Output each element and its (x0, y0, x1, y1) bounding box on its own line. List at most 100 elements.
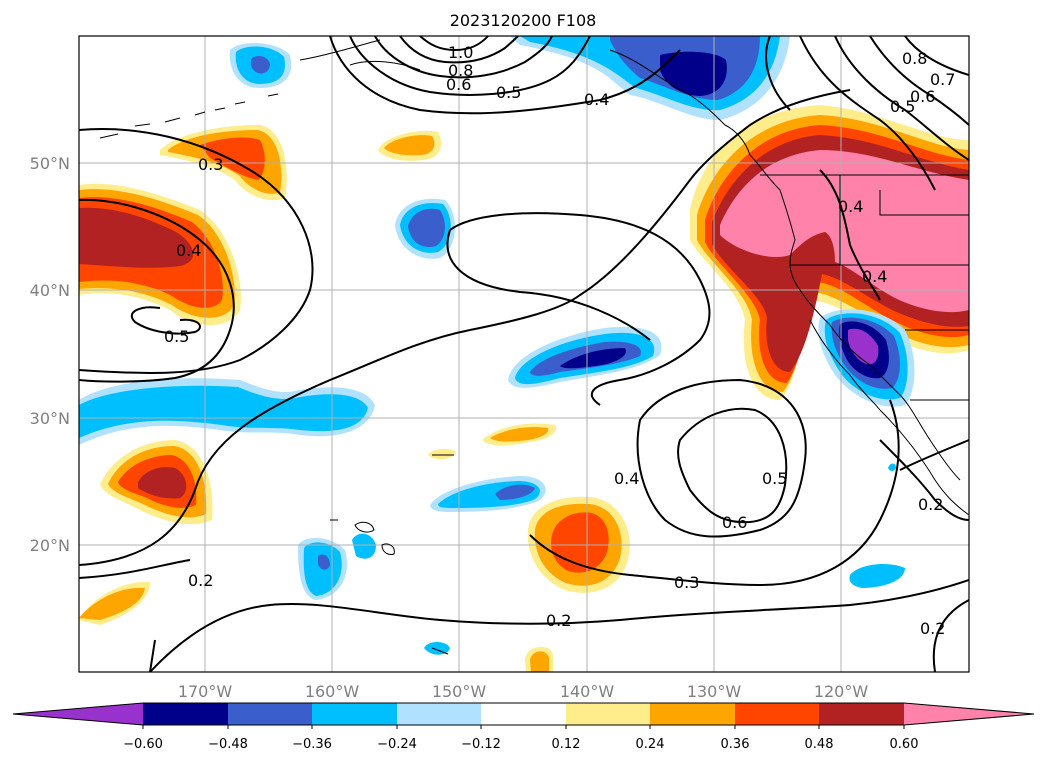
contour-label-5: 0.4 (584, 90, 609, 109)
lat-label-50n: 50°N (30, 154, 70, 173)
anomaly-small4-orange (530, 651, 549, 672)
contour-east-lines-5 (765, 36, 791, 111)
contour-n5 (419, 36, 489, 52)
contour-east-lines-8 (899, 439, 969, 471)
map-title: 2023120200 F108 (450, 11, 597, 30)
contour-label-16: 0.5 (762, 469, 787, 488)
anomaly-nw-pink (720, 150, 969, 313)
lon-label-140w: 140°W (560, 682, 615, 701)
contour-04-west (79, 198, 235, 383)
contour-east-06 (636, 378, 807, 538)
map-panel: 1.0 0.8 0.6 0.5 0.4 0.3 0.4 0.5 0.8 0.7 … (78, 35, 970, 673)
colorbar-swatch-6 (566, 703, 650, 725)
contour-east-lines-6 (819, 169, 881, 301)
colorbar-label-5: −0.12 (461, 737, 501, 752)
coast-alaska (299, 39, 961, 481)
colorbar-label-4: −0.24 (377, 737, 417, 752)
contour-central-mid (449, 212, 711, 406)
anomaly-c3-blue (495, 484, 535, 500)
lat-label-20n: 20°N (30, 536, 70, 555)
lon-label-170w: 170°W (178, 682, 233, 701)
contour-east-05 (677, 407, 788, 524)
anomaly-bering-blue (250, 56, 270, 74)
coastlines (99, 39, 969, 655)
lon-label-120w: 120°W (814, 682, 869, 701)
contour-05-west (130, 306, 201, 335)
aleutians (99, 93, 279, 139)
contour-02-lower (149, 599, 969, 672)
map-frame (78, 35, 970, 673)
anomaly-hawaii2-skyblue (352, 533, 376, 559)
lon-label-130w: 130°W (687, 682, 742, 701)
anomaly-c1-blue (408, 208, 445, 248)
state-borders (760, 174, 969, 401)
colorbar-label-7: 0.24 (636, 737, 665, 752)
contour-label-12: 0.5 (890, 97, 915, 116)
lon-labels: 170°W 160°W 150°W 140°W 130°W 120°W (178, 682, 869, 701)
contour-label-13: 0.4 (838, 197, 863, 216)
contour-label-10: 0.7 (930, 70, 955, 89)
anomaly-small2-yellow (428, 448, 456, 460)
anomaly-hawaii-blue (318, 554, 330, 570)
colorbar-swatch-1 (143, 703, 228, 725)
contour-label-17: 0.6 (722, 513, 747, 532)
colorbar-extend-right (904, 703, 1034, 725)
contour-label-21: 0.2 (918, 495, 943, 514)
contour-n2 (349, 36, 591, 96)
colorbar-swatch-3 (312, 703, 397, 725)
contour-label-3: 0.6 (446, 75, 471, 94)
contour-label-1: 1.0 (448, 43, 473, 62)
anomaly-c2-navy (560, 348, 626, 369)
contour-east-lines-4 (904, 36, 969, 76)
colorbar-swatch-7 (650, 703, 735, 725)
anomaly-south-red (551, 512, 609, 573)
lat-label-40n: 40°N (30, 281, 70, 300)
colorbar-swatch-5 (481, 703, 566, 725)
contour-n4 (399, 36, 519, 64)
contour-east-lines-3 (869, 36, 969, 126)
anomaly-gulf-navy (660, 51, 727, 96)
anomaly-baja-purple (848, 328, 879, 365)
contour-central-04 (79, 89, 851, 566)
gridlines (79, 36, 969, 672)
lat-labels: 50°N 40°N 30°N 20°N (30, 154, 70, 555)
colorbar-label-8: 0.36 (721, 737, 750, 752)
anomaly-west-darkred (79, 207, 194, 268)
anomaly-subtrop-band-skyblue (79, 385, 368, 438)
contour-label-6: 0.3 (198, 155, 223, 174)
contour-label-15: 0.4 (614, 469, 639, 488)
contour-label-11: 0.6 (910, 87, 935, 106)
contour-label-18: 0.3 (674, 573, 699, 592)
colorbar: −0.60 −0.48 −0.36 −0.24 −0.12 0.12 0.24 … (12, 702, 1035, 752)
lon-label-150w: 150°W (432, 682, 487, 701)
contour-label-20: 0.2 (188, 571, 213, 590)
contour-east-lines-2 (834, 36, 969, 161)
colorbar-tick-marks (142, 725, 905, 729)
colorbar-swatch-8 (735, 703, 819, 725)
contour-label-8: 0.5 (164, 327, 189, 346)
contour-02-south (79, 559, 969, 672)
contour-n3 (374, 36, 553, 79)
anomaly-mex-skyblue (849, 564, 905, 588)
contour-east-lines-1 (799, 36, 936, 191)
colorbar-label-1: −0.60 (123, 737, 163, 752)
colorbar-swatch-9 (819, 703, 904, 725)
contour-n1 (329, 36, 681, 115)
anomaly-mid-orange (384, 135, 435, 156)
anomaly-small1-orange (490, 427, 549, 442)
colorbar-label-2: −0.48 (208, 737, 248, 752)
contour-label-7: 0.4 (176, 241, 201, 260)
coast-baja (809, 319, 881, 411)
colorbar-label-9: 0.48 (805, 737, 834, 752)
colorbar-label-3: −0.36 (292, 737, 332, 752)
hawaii-islands (330, 454, 454, 655)
colorbar-swatch-2 (228, 703, 312, 725)
colorbar-swatch-4 (397, 703, 481, 725)
contour-label-4: 0.5 (496, 83, 521, 102)
contour-label-9: 0.8 (902, 49, 927, 68)
colorbar-tick-labels: −0.60 −0.48 −0.36 −0.24 −0.12 0.12 0.24 … (123, 737, 918, 752)
contour-east-lines-7 (879, 439, 969, 521)
lat-label-30n: 30°N (30, 409, 70, 428)
contour-labels: 1.0 0.8 0.6 0.5 0.4 0.3 0.4 0.5 0.8 0.7 … (164, 43, 955, 638)
